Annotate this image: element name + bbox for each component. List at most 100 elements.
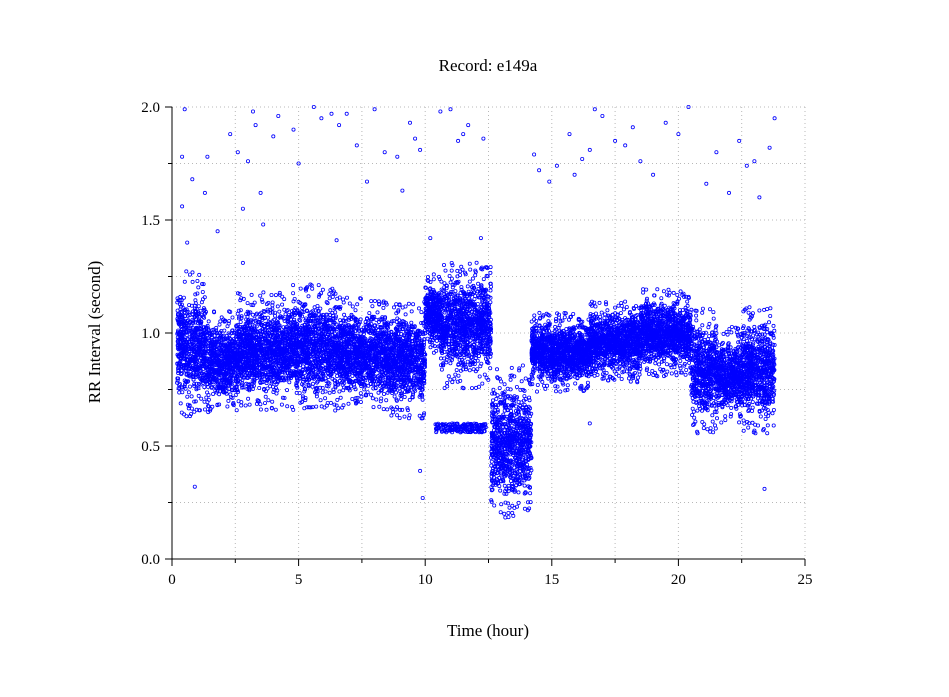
rr-point [261, 290, 266, 295]
rr-point [183, 323, 188, 328]
rr-point [185, 357, 190, 362]
rr-point [218, 343, 223, 348]
rr-point [291, 283, 296, 288]
rr-point [204, 362, 209, 367]
rr-point [284, 388, 289, 393]
rr-point [192, 331, 197, 336]
rr-point [231, 400, 236, 405]
rr-point [208, 366, 213, 371]
rr-point [375, 310, 380, 315]
rr-point [228, 348, 233, 353]
rr-point [198, 322, 203, 327]
rr-point [273, 293, 278, 298]
rr-point [190, 365, 195, 370]
rr-point [218, 342, 223, 347]
rr-point [218, 348, 223, 353]
rr-point [197, 366, 202, 371]
rr-point [192, 409, 197, 414]
rr-point [176, 298, 181, 303]
rr-point [186, 390, 191, 395]
rr-point [323, 396, 328, 401]
rr-point [234, 323, 239, 328]
rr-point [229, 346, 234, 351]
rr-point [327, 292, 332, 297]
rr-point [344, 295, 349, 300]
rr-point [287, 380, 292, 385]
rr-point [196, 285, 201, 290]
rr-point [327, 390, 332, 395]
rr-point [374, 397, 379, 402]
rr-point [214, 328, 219, 333]
rr-point [209, 346, 214, 351]
rr-point [220, 348, 225, 353]
rr-point [203, 349, 208, 354]
rr-point [350, 304, 355, 309]
rr-point [333, 408, 338, 413]
rr-point [178, 324, 183, 329]
rr-point [227, 319, 232, 324]
rr-point [189, 337, 194, 342]
rr-point [226, 398, 231, 403]
rr-point [230, 346, 235, 351]
rr-point [178, 336, 183, 341]
rr-point [217, 322, 222, 327]
rr-point [292, 317, 297, 322]
rr-point [213, 356, 218, 361]
rr-point [206, 404, 211, 409]
rr-point [211, 380, 216, 385]
rr-point [176, 319, 181, 324]
rr-point [182, 279, 187, 284]
rr-point [198, 327, 203, 332]
rr-point [265, 315, 270, 320]
rr-point [298, 286, 303, 291]
rr-point [233, 375, 238, 380]
rr-point [176, 317, 181, 322]
rr-point [283, 312, 288, 317]
rr-point [199, 396, 204, 401]
rr-point [189, 303, 194, 308]
rr-point [187, 404, 192, 409]
rr-point [178, 357, 183, 362]
rr-point [178, 355, 183, 360]
rr-point [176, 332, 181, 337]
rr-point [178, 302, 183, 307]
rr-point [342, 312, 347, 317]
rr-point [355, 302, 360, 307]
rr-point [175, 376, 180, 381]
rr-point [215, 388, 220, 393]
rr-point [367, 311, 372, 316]
rr-point [381, 391, 386, 396]
rr-point [199, 351, 204, 356]
rr-point [187, 326, 192, 331]
rr-point [181, 348, 186, 353]
rr-point [182, 313, 187, 318]
rr-point [183, 368, 188, 373]
rr-point [225, 350, 230, 355]
rr-point [209, 335, 214, 340]
rr-point [264, 407, 269, 412]
rr-point [243, 403, 248, 408]
rr-point [273, 407, 278, 412]
rr-point [203, 344, 208, 349]
rr-point [185, 319, 190, 324]
rr-point [193, 369, 198, 374]
rr-point [318, 398, 323, 403]
rr-point [196, 393, 201, 398]
rr-point [186, 346, 191, 351]
rr-point [176, 353, 181, 358]
rr-point [280, 302, 285, 307]
rr-point [257, 385, 262, 390]
rr-point [180, 314, 185, 319]
rr-point [369, 299, 374, 304]
rr-point [222, 318, 227, 323]
rr-point [335, 397, 340, 402]
rr-point [205, 336, 210, 341]
rr-point [285, 404, 290, 409]
rr-point [233, 393, 238, 398]
rr-point [208, 373, 213, 378]
rr-point [182, 378, 187, 383]
rr-point [221, 337, 226, 342]
rr-point [224, 365, 229, 370]
data-points [175, 105, 777, 520]
